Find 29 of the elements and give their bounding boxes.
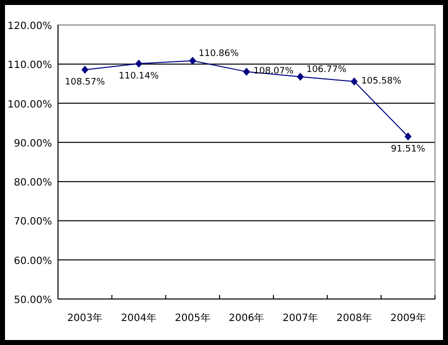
y-tick-label: 70.00% [14, 216, 52, 228]
point [243, 68, 250, 76]
y-tick-label: 110.00% [8, 60, 52, 72]
x-tick-label: 2007年 [282, 312, 318, 324]
x-tick-label: 2005年 [174, 312, 210, 324]
x-tick-label: 2006年 [228, 312, 264, 324]
data-label: 110.14% [118, 72, 160, 82]
point [350, 77, 358, 86]
y-tick-label: 60.00% [14, 256, 52, 267]
point [404, 132, 412, 141]
data-label: 110.86% [198, 48, 240, 59]
data-label: 105.58% [361, 76, 402, 86]
data-label: 106.77% [306, 64, 347, 75]
y-tick-label: 80.00% [14, 178, 52, 189]
data-label: 91.51% [390, 144, 426, 155]
data-label: 108.57% [64, 78, 106, 88]
x-tick-label: 2004年 [121, 312, 157, 324]
y-tick-label: 90.00% [14, 138, 52, 150]
point [189, 56, 196, 65]
point [135, 60, 142, 68]
point [81, 66, 88, 74]
point [296, 72, 304, 81]
data-label: 108.07% [254, 66, 294, 77]
y-tick-label: 50.00% [14, 295, 52, 306]
y-tick-label: 100.00% [8, 99, 52, 110]
x-tick-label: 2003年 [67, 312, 103, 324]
y-tick-label: 120.00% [8, 21, 52, 32]
x-tick-label: 2009年 [390, 312, 426, 324]
x-tick-label: 2008年 [336, 312, 372, 324]
